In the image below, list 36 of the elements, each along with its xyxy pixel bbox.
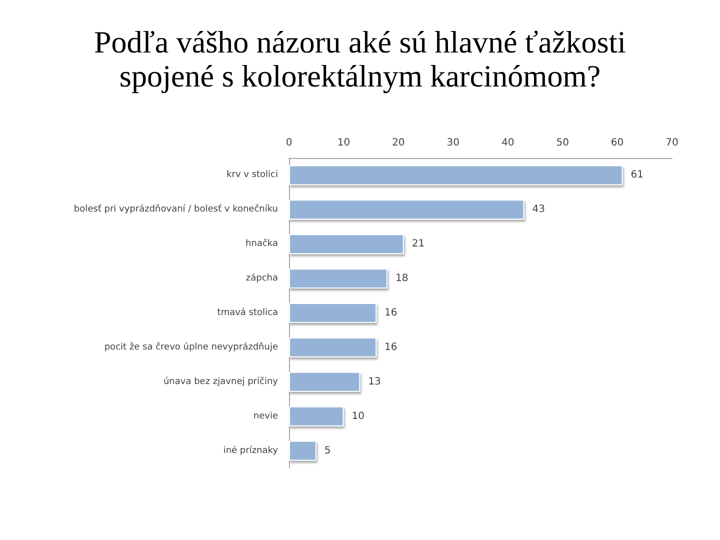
data-label: 43 <box>532 204 546 216</box>
x-tick-label: 40 <box>501 138 514 148</box>
data-label: 61 <box>630 170 644 181</box>
y-tick-label: iné príznaky <box>223 444 279 456</box>
x-tick-label: 30 <box>446 138 460 148</box>
y-tick-label: únava bez zjavnej príčiny <box>163 376 279 387</box>
data-label: 16 <box>384 342 398 353</box>
data-label: 21 <box>412 238 425 250</box>
y-tick-label: krv v stolici <box>226 170 278 180</box>
bar <box>289 303 377 323</box>
x-tick-label: 50 <box>556 138 569 148</box>
x-tick-label: 10 <box>337 138 350 148</box>
bar <box>289 406 344 426</box>
x-tick-label: 0 <box>286 138 292 148</box>
y-tick-label: zápcha <box>246 272 278 284</box>
data-label: 18 <box>395 273 408 284</box>
x-tick-label: 60 <box>610 138 624 148</box>
y-tick-label: hnačka <box>246 238 278 250</box>
bar <box>289 372 360 392</box>
bar <box>289 234 404 254</box>
data-label: 10 <box>352 410 364 422</box>
x-tick-label: 70 <box>666 138 678 148</box>
bar <box>289 440 316 461</box>
data-label: 16 <box>384 308 398 318</box>
y-tick-label: tmavá stolica <box>217 307 278 318</box>
x-tick-label: 20 <box>392 138 405 148</box>
data-label: 13 <box>368 376 381 388</box>
bar <box>289 165 623 186</box>
y-tick-label: nevie <box>253 411 278 422</box>
bar <box>289 268 388 289</box>
y-tick-label: bolesť pri vyprázdňovaní / bolesť v konečníku <box>74 204 278 215</box>
chart-title: Podľa vášho názoru aké sú hlavné ťažkosti spojené s kolorektálnym karcinómom? <box>94 24 626 94</box>
y-tick-label: pocit že sa črevo úplne nevyprázdňuje <box>104 341 278 352</box>
bar <box>289 200 524 220</box>
data-label: 5 <box>324 445 331 456</box>
bar <box>289 337 377 358</box>
